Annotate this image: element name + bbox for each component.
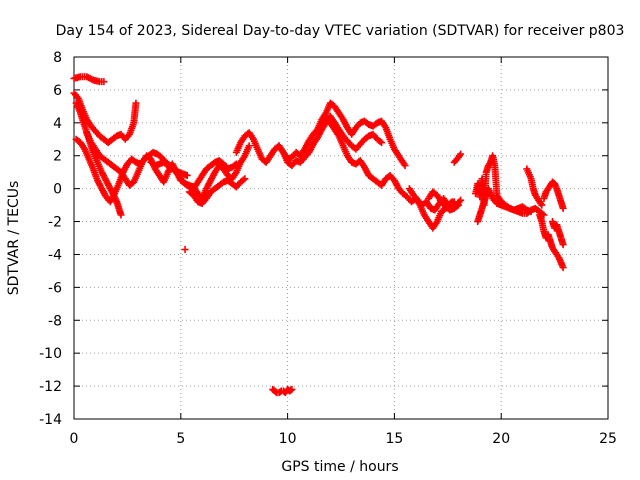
y-tick-label: 0 xyxy=(53,182,62,198)
data-point xyxy=(457,150,465,158)
data-point xyxy=(245,142,253,150)
series-track-i xyxy=(275,112,386,170)
series-track-d xyxy=(72,135,191,206)
series-track-l xyxy=(425,188,462,214)
data-point xyxy=(559,241,567,249)
data-point xyxy=(181,246,189,254)
data-point xyxy=(117,211,125,219)
data-point xyxy=(527,208,535,216)
plot-frame xyxy=(73,56,609,420)
data-point xyxy=(132,99,140,107)
y-tick-label: -6 xyxy=(48,280,62,296)
series-track-g xyxy=(185,175,249,207)
y-tick-label: 6 xyxy=(53,83,62,99)
series-track-s xyxy=(548,218,567,249)
data-point xyxy=(559,204,567,212)
data-point xyxy=(287,386,295,394)
series-low-cluster xyxy=(269,385,296,397)
x-tick-label: 25 xyxy=(599,431,617,447)
x-axis-label: GPS time / hours xyxy=(281,459,398,475)
data-point xyxy=(457,196,465,204)
series-track-m xyxy=(450,150,465,166)
data-point xyxy=(401,162,409,170)
grid-layer xyxy=(74,57,608,419)
data-marks xyxy=(70,73,567,397)
series-track-p xyxy=(523,165,546,209)
data-point xyxy=(454,201,462,209)
data-point xyxy=(378,139,386,147)
series-track-a xyxy=(70,73,108,86)
y-tick-label: -10 xyxy=(39,346,62,362)
data-point xyxy=(239,176,247,184)
series-track-r xyxy=(540,178,567,212)
series-track-h xyxy=(232,99,409,170)
x-tick-label: 15 xyxy=(385,431,403,447)
tick-layer: 0 5 10 15 20 25 -14 -12 -10 -8 -6 -4 -2 0 2 4 6 8 xyxy=(39,50,617,447)
y-tick-label: -8 xyxy=(48,313,62,329)
x-tick-label: 20 xyxy=(492,431,510,447)
data-point xyxy=(183,171,191,179)
x-tick-label: 0 xyxy=(70,431,79,447)
series-isolated-point xyxy=(181,246,189,254)
series-track-c xyxy=(72,99,125,219)
data-point xyxy=(376,137,384,145)
data-point xyxy=(288,385,296,393)
y-axis-label: SDTVAR / TECUs xyxy=(6,181,22,296)
series-track-o xyxy=(474,185,535,226)
data-point xyxy=(453,202,461,210)
y-tick-label: 4 xyxy=(53,116,62,132)
y-tick-label: 2 xyxy=(53,149,62,165)
y-tick-label: 8 xyxy=(53,50,62,66)
x-tick-label: 5 xyxy=(176,431,185,447)
y-tick-label: -4 xyxy=(48,247,62,263)
y-tick-label: -12 xyxy=(39,379,62,395)
data-point xyxy=(538,201,546,209)
data-point xyxy=(559,264,567,272)
x-tick-label: 10 xyxy=(279,431,297,447)
series-track-q xyxy=(536,211,567,272)
data-point xyxy=(241,175,249,183)
data-point xyxy=(231,161,239,169)
data-point xyxy=(100,78,108,86)
y-tick-label: -14 xyxy=(39,412,62,428)
y-tick-label: -2 xyxy=(48,215,62,231)
data-point xyxy=(232,160,240,168)
chart-title: Day 154 of 2023, Sidereal Day-to-day VTE… xyxy=(56,23,625,39)
